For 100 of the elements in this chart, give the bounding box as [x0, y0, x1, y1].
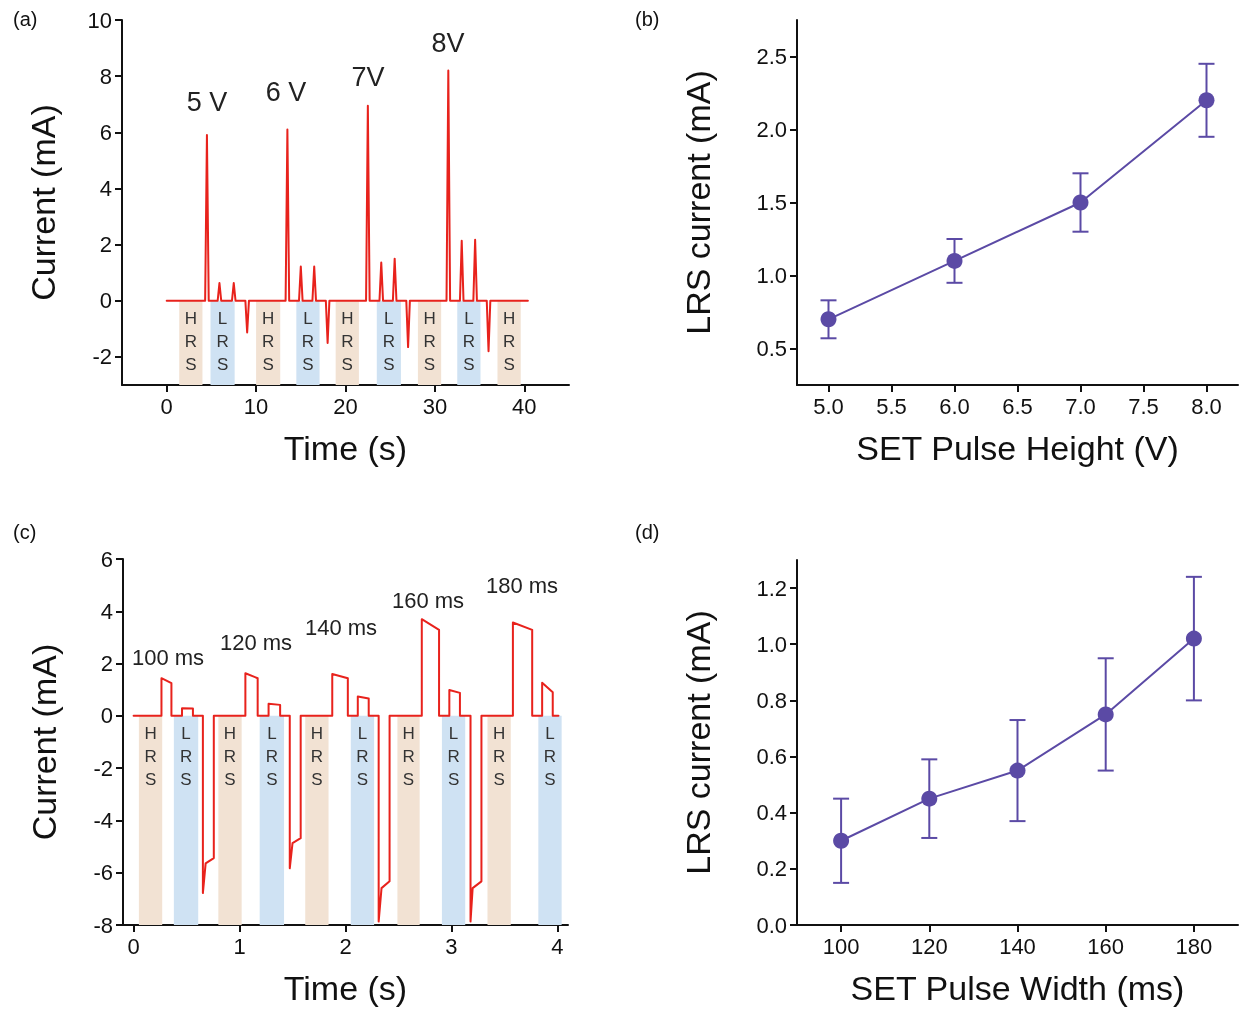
annotation: 120 ms — [219, 629, 293, 655]
band-label: LRS — [179, 723, 193, 789]
annotation: 7V — [351, 62, 385, 92]
x-tick-label: 6.0 — [939, 393, 970, 419]
x-tick-label: 0 — [127, 933, 140, 959]
point — [1198, 92, 1215, 109]
y-tick-label: 0 — [99, 288, 112, 314]
point — [820, 311, 837, 328]
point — [1072, 194, 1089, 211]
y-tick-label: 4 — [100, 598, 113, 624]
x-tick-label: 40 — [512, 393, 537, 419]
annotation: 8V — [431, 28, 465, 58]
annotation: 5 V — [186, 87, 228, 117]
band-label: HRS — [341, 308, 354, 374]
point — [1185, 630, 1202, 647]
band-label: HRS — [423, 308, 436, 374]
y-tick-label: -4 — [93, 807, 113, 833]
x-tick-label: 7.5 — [1128, 393, 1159, 419]
y-tick-label: 2.0 — [756, 117, 787, 142]
y-tick-label: 0 — [100, 703, 113, 729]
y-axis-title: LRS current (mA) — [679, 70, 717, 335]
x-axis-title: Time (s) — [283, 969, 408, 1007]
annotation: 160 ms — [391, 587, 465, 613]
y-tick-label: 8 — [99, 63, 112, 89]
y-tick-label: 1.2 — [756, 575, 787, 601]
band-label: LRS — [265, 723, 278, 789]
band-label: LRS — [543, 723, 557, 789]
chart-title: (d) — [635, 521, 660, 543]
x-tick-label: 0 — [160, 393, 173, 419]
band-label: LRS — [462, 308, 476, 374]
y-tick-label: 6 — [100, 546, 113, 572]
x-tick-label: 20 — [333, 393, 358, 419]
band-label: HRS — [492, 723, 506, 789]
y-tick-label: 2 — [99, 232, 112, 258]
band-label: HRS — [223, 723, 237, 789]
point — [1097, 706, 1114, 723]
y-tick-label: 1.5 — [756, 190, 787, 215]
y-tick-label: 0.5 — [756, 336, 787, 361]
y-tick-label: -6 — [93, 860, 113, 886]
y-axis-title: Current (mA) — [25, 643, 63, 841]
x-tick-label: 30 — [422, 393, 448, 419]
x-tick-label: 6.5 — [1002, 393, 1033, 419]
annotation: 6 V — [265, 77, 307, 107]
point — [1009, 762, 1026, 779]
y-tick-label: 0.6 — [756, 744, 787, 770]
band-label: HRS — [502, 308, 516, 374]
y-tick-label: -2 — [93, 755, 113, 781]
x-tick-label: 180 — [1175, 933, 1213, 959]
band-label: LRS — [356, 723, 369, 789]
chart-title: (b) — [635, 8, 660, 30]
chart-title: (a) — [13, 8, 38, 30]
y-tick-label: 10 — [87, 7, 112, 33]
band-label: LRS — [447, 723, 460, 789]
y-tick-label: 1.0 — [756, 263, 787, 288]
y-axis-title: Current (mA) — [24, 104, 62, 301]
point — [921, 790, 938, 807]
band-label: HRS — [310, 723, 324, 789]
x-tick-label: 4 — [551, 933, 564, 959]
band-label: HRS — [144, 723, 157, 789]
band-label: HRS — [184, 308, 197, 374]
y-tick-label: -2 — [92, 344, 112, 370]
x-tick-label: 120 — [910, 933, 948, 959]
x-tick-label: 2 — [339, 933, 352, 959]
x-tick-label: 5.0 — [813, 393, 844, 419]
chart-title: (c) — [13, 521, 37, 543]
annotation: 180 ms — [485, 572, 559, 598]
x-axis-title: SET Pulse Height (V) — [856, 429, 1179, 467]
point — [946, 252, 963, 269]
y-tick-label: 6 — [99, 119, 112, 145]
x-tick-label: 160 — [1087, 933, 1125, 959]
x-tick-label: 100 — [822, 933, 860, 959]
x-axis-title: Time (s) — [283, 429, 408, 467]
x-tick-label: 1 — [233, 933, 246, 959]
y-tick-label: 0.4 — [756, 800, 787, 826]
y-tick-label: -8 — [93, 912, 113, 938]
y-axis-title: LRS current (mA) — [679, 610, 717, 875]
band-label: HRS — [262, 308, 275, 374]
x-tick-label: 10 — [243, 393, 269, 419]
band-label: HRS — [402, 723, 415, 789]
x-tick-label: 8.0 — [1191, 393, 1222, 419]
line-series — [132, 618, 560, 923]
y-tick-label: 1.0 — [756, 631, 787, 657]
y-tick-label: 2 — [100, 651, 113, 677]
y-tick-label: 0.0 — [756, 912, 787, 938]
x-axis-title: SET Pulse Width (ms) — [850, 969, 1185, 1007]
y-tick-label: 4 — [99, 175, 112, 201]
band-label: LRS — [382, 308, 395, 374]
point — [833, 832, 850, 849]
y-tick-label: 0.2 — [756, 856, 787, 882]
x-tick-label: 140 — [999, 933, 1036, 959]
line-series — [165, 69, 529, 353]
y-tick-label: 2.5 — [756, 44, 787, 69]
x-tick-label: 5.5 — [876, 393, 907, 419]
annotation: 140 ms — [304, 614, 378, 640]
x-tick-label: 3 — [445, 933, 458, 959]
x-tick-label: 7.0 — [1065, 393, 1096, 419]
annotation: 100 ms — [131, 644, 205, 670]
y-tick-label: 0.8 — [756, 687, 787, 713]
band-label: LRS — [301, 308, 315, 374]
band-label: LRS — [216, 308, 229, 374]
